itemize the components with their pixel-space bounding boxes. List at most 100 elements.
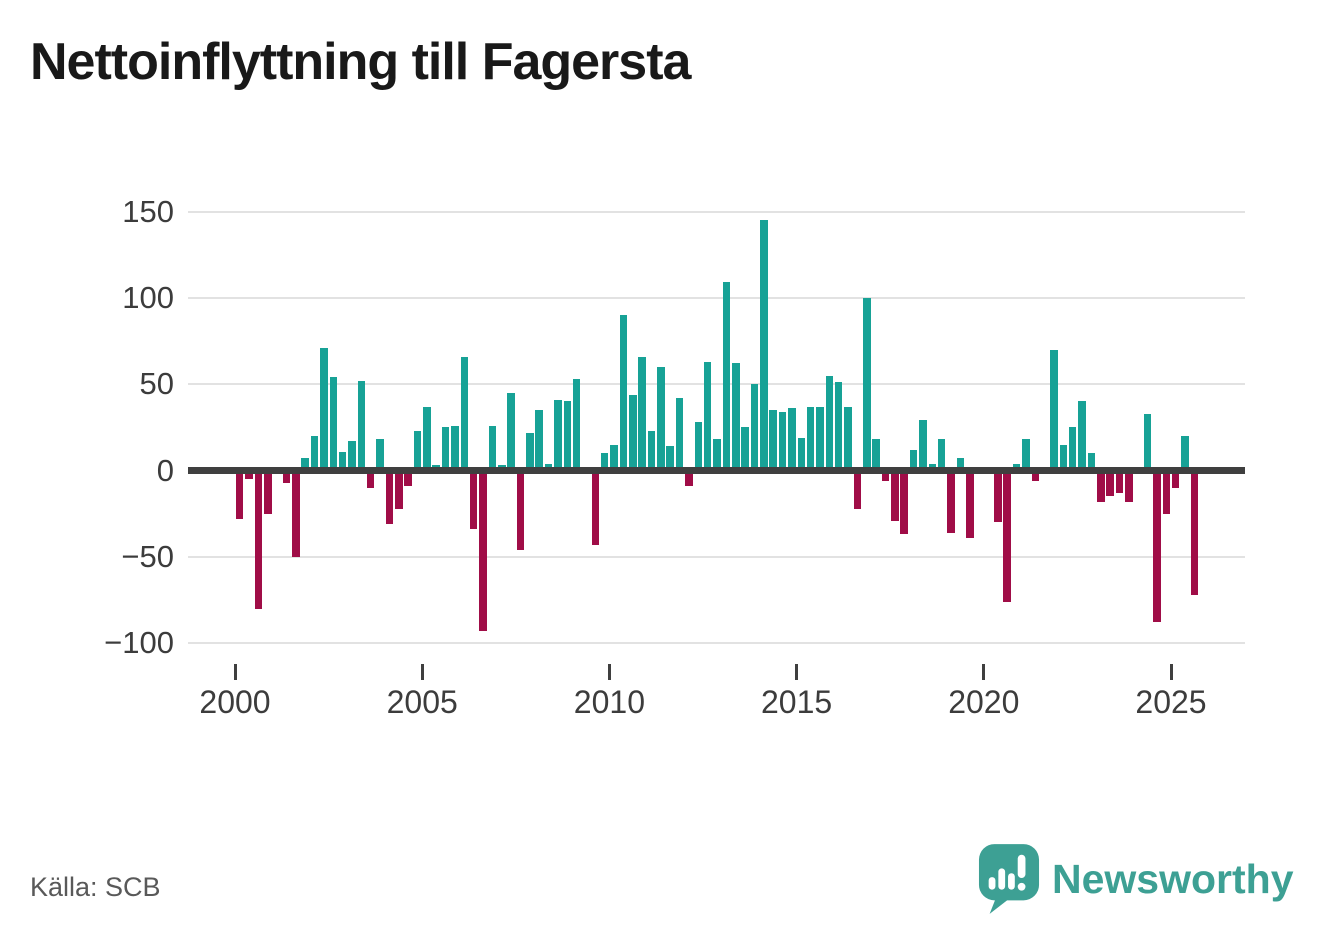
bar [404, 470, 412, 486]
bar [844, 406, 852, 471]
bar [1059, 444, 1068, 471]
bar [657, 366, 665, 471]
bar [760, 220, 768, 471]
bar [572, 379, 581, 471]
bar [881, 470, 890, 481]
bar [638, 356, 646, 471]
bar [769, 410, 777, 471]
bar [994, 470, 1002, 523]
bar [1087, 453, 1096, 471]
bar [413, 430, 422, 471]
bar [778, 411, 787, 471]
x-tick-label: 2000 [199, 684, 271, 720]
x-tick-label: 2020 [948, 684, 1020, 720]
bar [535, 410, 543, 471]
bar [713, 439, 721, 471]
bar [301, 458, 309, 471]
bar [1106, 470, 1114, 497]
bar [863, 297, 871, 471]
y-tick-label: −50 [121, 538, 174, 574]
bar [1162, 470, 1171, 514]
bar [909, 449, 918, 471]
bar [526, 432, 534, 471]
source-label: Källa: SCB [30, 872, 161, 902]
bar [694, 422, 703, 471]
bar [966, 470, 974, 538]
bar [460, 356, 469, 471]
bar [385, 470, 394, 524]
bar [1050, 349, 1058, 471]
gridline [188, 383, 1245, 386]
bar [629, 394, 637, 471]
bar [732, 363, 740, 471]
bar [937, 439, 946, 471]
bar [1181, 435, 1189, 471]
gridline [188, 296, 1245, 299]
bar [750, 384, 759, 471]
x-tick [795, 664, 799, 680]
bar [666, 446, 674, 471]
bar [554, 399, 562, 471]
bar [563, 401, 572, 471]
bar [685, 470, 693, 486]
y-tick-label: 150 [122, 193, 174, 229]
gridline [188, 555, 1245, 558]
y-tick-label: 50 [139, 366, 174, 402]
bar [264, 470, 272, 514]
bar [1068, 427, 1077, 471]
bar [797, 437, 806, 471]
bar [722, 282, 731, 471]
bar [320, 347, 328, 471]
bar [619, 315, 628, 471]
x-tick [982, 664, 986, 680]
bar [1022, 439, 1030, 471]
x-tick [1169, 664, 1173, 680]
bar [451, 425, 459, 471]
bar [947, 470, 955, 533]
bar [488, 425, 497, 471]
bar [591, 470, 600, 545]
bar [675, 398, 684, 471]
y-tick-label: 0 [156, 452, 174, 488]
bar [376, 439, 384, 471]
x-tick-label: 2010 [573, 684, 645, 720]
bar [1190, 470, 1199, 595]
chart-title: Nettoinflyttning till Fagersta [30, 33, 691, 91]
bar [469, 470, 478, 530]
bar [1115, 470, 1124, 493]
x-tick [607, 664, 611, 680]
bar [900, 470, 908, 535]
bar [338, 451, 347, 471]
gridline [188, 642, 1245, 645]
newsworthy-logo-icon [978, 844, 1040, 914]
brand: Newsworthy [978, 843, 1294, 915]
bar [507, 392, 515, 471]
bar [479, 470, 487, 631]
bar [1171, 470, 1180, 488]
bar [1143, 413, 1152, 471]
bar [254, 470, 263, 609]
bar [366, 470, 375, 488]
x-tick [420, 664, 424, 680]
bar [357, 380, 366, 471]
y-tick-label: 100 [122, 279, 174, 315]
bar [647, 430, 656, 471]
bar [956, 458, 965, 471]
bar [329, 377, 338, 471]
bar [1153, 470, 1161, 623]
bar [741, 427, 749, 471]
bar [600, 453, 609, 471]
bar [310, 435, 319, 471]
bar [872, 439, 880, 471]
bar [919, 420, 927, 471]
bar [1003, 470, 1011, 602]
bar [1031, 470, 1040, 481]
bar [610, 444, 618, 471]
x-tick-label: 2005 [386, 684, 458, 720]
bar [516, 470, 525, 550]
bar [703, 361, 712, 471]
bar [853, 470, 862, 509]
x-tick [233, 664, 237, 680]
bar [282, 470, 291, 483]
